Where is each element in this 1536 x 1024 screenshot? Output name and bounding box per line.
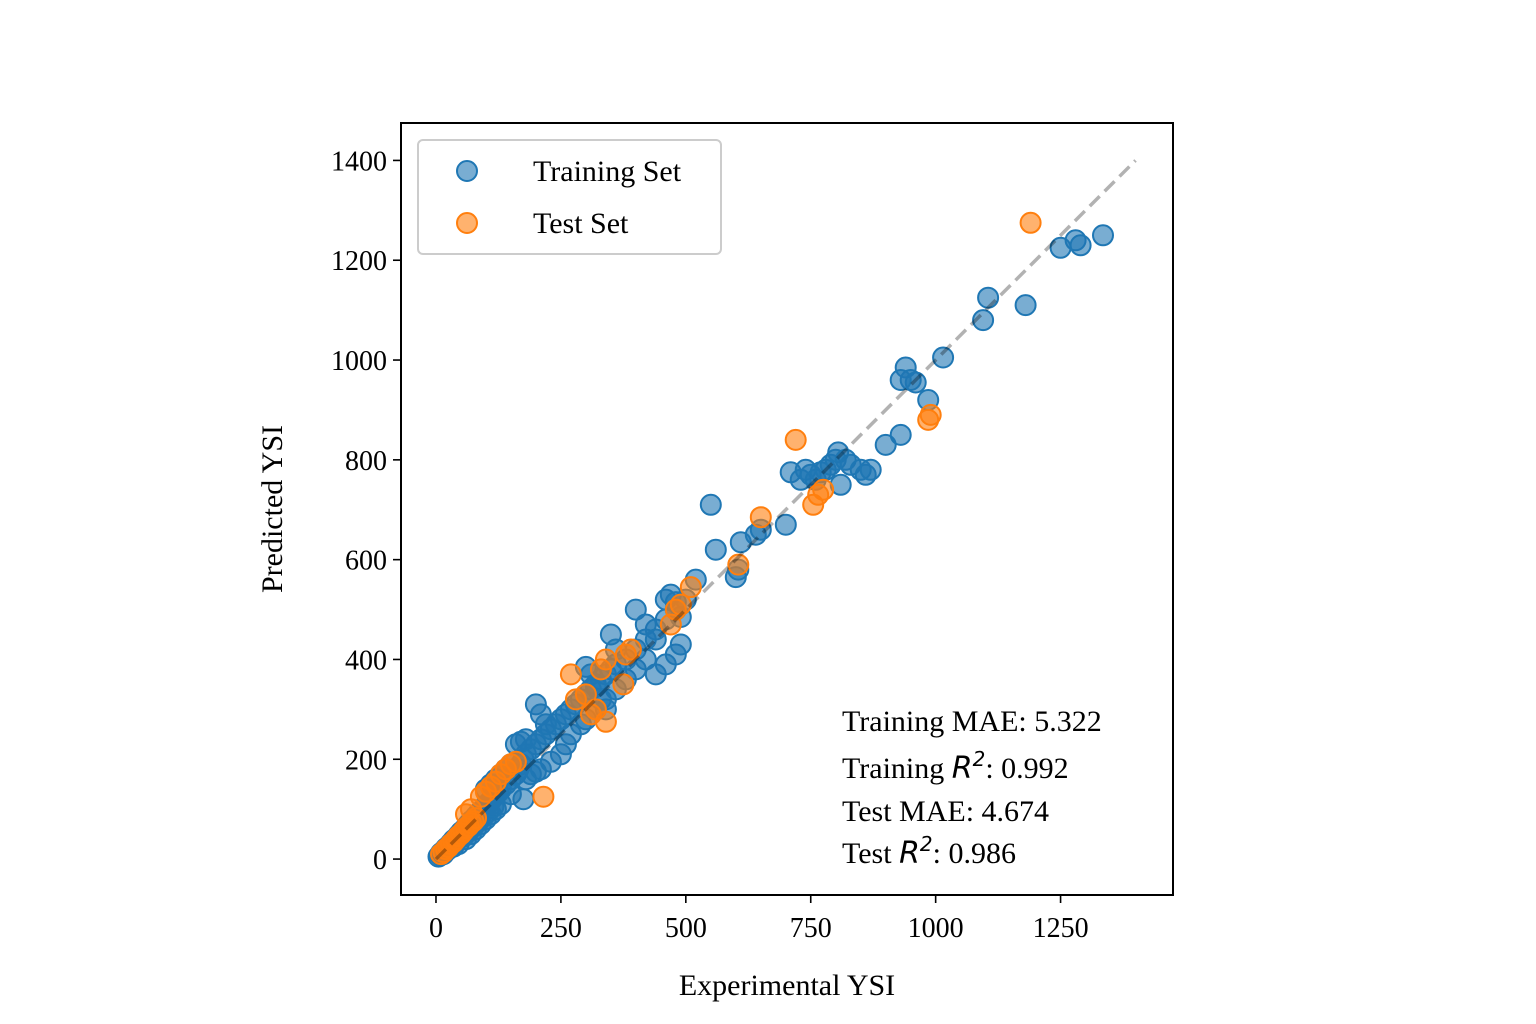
training-point — [699, 493, 722, 516]
test-point — [574, 683, 597, 706]
test-point — [784, 428, 807, 451]
training-point — [889, 423, 912, 446]
training-point — [932, 346, 955, 369]
test-point — [594, 648, 617, 671]
training-r2-symbol: R — [952, 751, 973, 786]
y-tick-label: 1400 — [331, 146, 387, 177]
y-tick-label: 200 — [345, 745, 387, 776]
x-tick-label: 0 — [429, 913, 443, 944]
test-point — [619, 638, 642, 661]
x-tick-label: 1250 — [1033, 913, 1089, 944]
series-test — [430, 211, 1042, 866]
legend-marker-test — [456, 212, 478, 234]
training-point — [1069, 234, 1092, 257]
y-tick-label: 1000 — [331, 346, 387, 377]
test-point — [559, 663, 582, 686]
training-point — [972, 309, 995, 332]
y-tick-label: 600 — [345, 546, 387, 577]
x-tick-label: 1000 — [908, 913, 964, 944]
training-point — [1014, 294, 1037, 317]
training-point — [534, 713, 557, 736]
test-r2-value: : 0.986 — [933, 837, 1016, 870]
training-mae-text: Training MAE: 5.322 — [842, 705, 1102, 738]
training-r2-superscript: 2 — [973, 747, 986, 771]
legend-marker-training — [456, 160, 478, 182]
y-axis-ticks: 0 200 400 600 800 1000 1200 1400 — [331, 146, 401, 876]
training-point — [634, 613, 657, 636]
test-r2-prefix: Test — [842, 837, 899, 870]
legend-label-test: Test Set — [533, 207, 629, 240]
test-point — [749, 506, 772, 529]
training-point — [669, 633, 692, 656]
legend-label-training: Training Set — [533, 155, 682, 188]
x-axis-label: Experimental YSI — [679, 969, 895, 1002]
parity-line — [434, 159, 1137, 861]
training-point — [624, 598, 647, 621]
training-point — [774, 513, 797, 536]
test-point — [919, 403, 942, 426]
legend-box — [417, 139, 722, 255]
metrics-annotation: Training MAE: 5.322 Training R2: 0.992 T… — [842, 705, 1102, 871]
test-point — [1019, 211, 1042, 234]
y-tick-label: 800 — [345, 446, 387, 477]
legend: Training Set Test Set — [417, 139, 722, 255]
y-tick-label: 1200 — [331, 246, 387, 277]
training-point — [512, 788, 535, 811]
test-point — [504, 750, 527, 773]
x-tick-label: 250 — [540, 913, 582, 944]
test-point — [532, 785, 555, 808]
x-tick-label: 750 — [790, 913, 832, 944]
training-point — [874, 433, 897, 456]
training-point — [509, 730, 532, 753]
training-r2-prefix: Training — [842, 752, 952, 785]
training-point — [644, 628, 667, 651]
test-point — [612, 673, 635, 696]
y-axis-label: Predicted YSI — [256, 425, 289, 593]
training-r2-value: : 0.992 — [985, 752, 1068, 785]
training-point — [704, 538, 727, 561]
training-point — [1092, 224, 1114, 247]
test-point — [594, 710, 617, 733]
x-axis-ticks: 0 250 500 750 1000 1250 — [429, 895, 1089, 944]
test-point — [679, 576, 702, 599]
plot-area-frame — [400, 122, 1174, 896]
training-point — [634, 648, 657, 671]
training-point — [859, 458, 882, 481]
training-point — [889, 369, 912, 391]
training-point — [977, 286, 1000, 309]
y-tick-label: 0 — [373, 845, 387, 876]
test-point — [669, 593, 692, 616]
test-mae-text: Test MAE: 4.674 — [842, 795, 1049, 828]
training-r2-text: Training R2: 0.992 — [842, 747, 1069, 786]
plot-marks — [427, 159, 1137, 868]
x-tick-label: 500 — [665, 913, 707, 944]
test-r2-text: Test R2: 0.986 — [842, 832, 1016, 871]
test-point — [812, 478, 835, 501]
test-point — [727, 553, 750, 576]
y-tick-label: 400 — [345, 645, 387, 676]
test-r2-superscript: 2 — [920, 832, 933, 856]
test-r2-symbol: R — [899, 836, 920, 871]
